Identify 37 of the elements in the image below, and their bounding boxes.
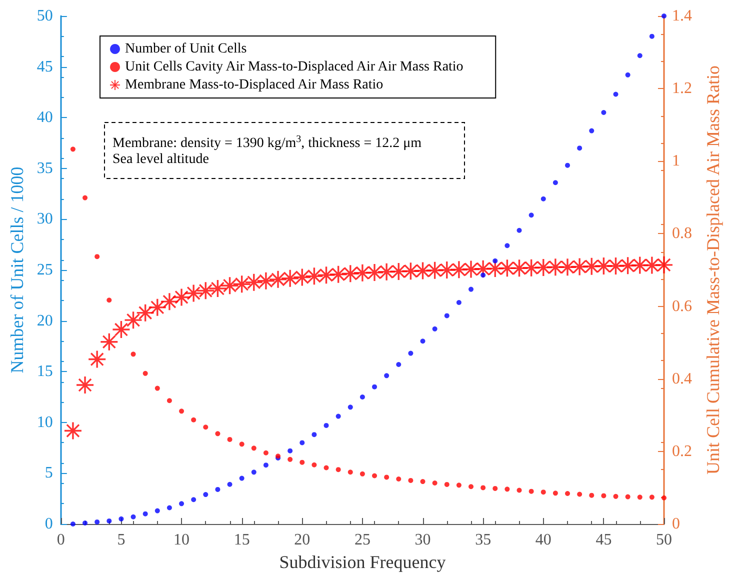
- y-tick-label: 45: [36, 58, 53, 76]
- legend-label: Number of Unit Cells: [125, 42, 247, 56]
- legend-label: Unit Cells Cavity Air Mass-to-Displaced Air Air Mass Ratio: [125, 60, 464, 74]
- x-axis-title: Subdivision Frequency: [279, 552, 446, 572]
- x-tick-label: 0: [56, 532, 65, 548]
- y-tick-label: 0: [44, 516, 53, 532]
- y2-tick-label: 1.2: [672, 80, 692, 98]
- y-tick-label: 35: [36, 160, 53, 177]
- y2-tick-label: 0.8: [672, 225, 692, 242]
- y-tick-label: 20: [36, 312, 53, 330]
- x-tick-label: 45: [596, 532, 612, 548]
- x-tick-label: 5: [117, 532, 126, 548]
- x-tick-label: 30: [414, 532, 431, 548]
- y2-tick-label: 0.4: [672, 370, 692, 388]
- x-tick-label: 20: [294, 532, 310, 548]
- y-tick-label: 5: [44, 464, 53, 482]
- y2-tick-label: 1: [672, 152, 680, 170]
- x-tick-label: 15: [234, 532, 250, 548]
- x-tick-label: 10: [174, 532, 190, 548]
- y2-tick-label: 0.2: [672, 442, 692, 460]
- y2-tick-label: 0.6: [672, 298, 692, 315]
- y-tick-label: 50: [36, 8, 53, 24]
- x-tick-label: 25: [354, 532, 370, 548]
- y-tick-label: 25: [36, 262, 53, 278]
- y-tick-label: 40: [36, 109, 53, 126]
- y-tick-label: 15: [36, 363, 53, 380]
- legend-label: Membrane Mass-to-Displaced Air Mass Ratio: [125, 78, 384, 92]
- y2-axis-title: Unit Cell Cumulative Mass-to-Displaced Air Mass Ratio: [703, 66, 723, 474]
- y2-tick-label: 1.4: [672, 8, 692, 24]
- y2-tick-label: 0: [672, 516, 680, 532]
- annotation: Sea level altitude: [112, 152, 209, 167]
- y-tick-label: 30: [36, 210, 53, 228]
- y-tick-label: 10: [36, 414, 53, 431]
- y-axis-title: Number of Unit Cells / 1000: [7, 166, 27, 374]
- x-tick-label: 35: [475, 532, 492, 548]
- x-tick-label: 40: [535, 532, 552, 548]
- x-tick-label: 50: [656, 532, 672, 548]
